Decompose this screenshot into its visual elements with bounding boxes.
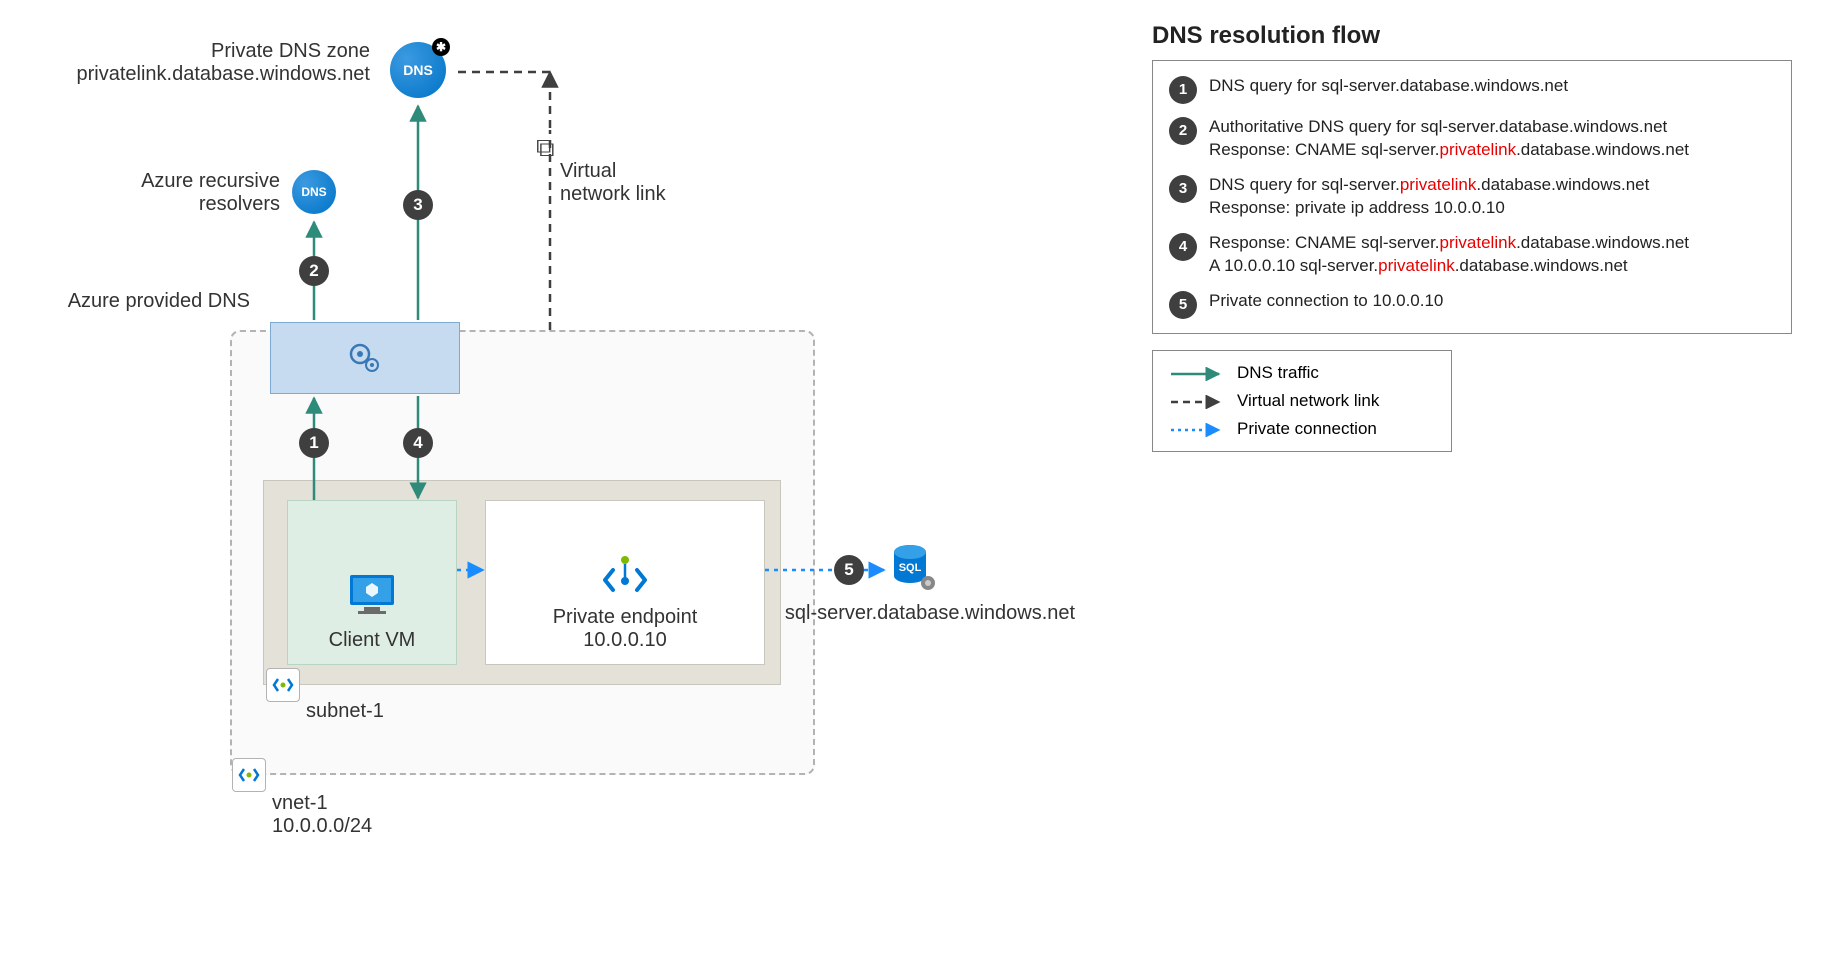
private-dns-zone-l1: Private DNS zone [211,40,370,62]
flow-item-text: Response: CNAME sql-server.privatelink.d… [1209,232,1775,278]
flow-panel: DNS resolution flow 1 DNS query for sql-s… [1152,22,1792,452]
legend-pc: Private connection [1169,419,1435,439]
flow-box: 1 DNS query for sql-server.database.windo… [1152,60,1792,334]
diagram-canvas: DNS ✱ Private DNS zone privatelink.datab… [0,0,1832,977]
svg-text:SQL: SQL [899,562,922,574]
legend-dns-label: DNS traffic [1237,363,1319,383]
recursive-resolver-icon: DNS [292,170,336,214]
recursive-label: Azure recursive resolvers [80,170,280,216]
vnet-link-label: Virtual network link [560,160,720,206]
azure-dns-box [270,322,460,394]
flow-item: 5 Private connection to 10.0.0.10 [1169,290,1775,319]
step-1: 1 [299,428,329,458]
step-3: 3 [403,190,433,220]
step-4: 4 [403,428,433,458]
flow-item-text: Private connection to 10.0.0.10 [1209,290,1775,313]
private-endpoint-ip: 10.0.0.10 [583,629,666,652]
gears-icon [345,338,385,378]
flow-item-text: Authoritative DNS query for sql-server.d… [1209,116,1775,162]
legend-vnl: Virtual network link [1169,391,1435,411]
vnet-cidr: 10.0.0.0/24 [272,815,372,837]
flow-item-number: 2 [1169,117,1197,145]
sql-server-icon: SQL [890,543,938,600]
flow-item-text: DNS query for sql-server.privatelink.dat… [1209,174,1775,220]
vm-icon [344,571,400,619]
flow-item: 4 Response: CNAME sql-server.privatelink.… [1169,232,1775,278]
flow-title: DNS resolution flow [1152,22,1792,50]
private-dns-zone-icon: DNS ✱ [390,42,446,98]
flow-item-number: 4 [1169,233,1197,261]
recursive-l2: resolvers [199,193,280,215]
flow-item-number: 3 [1169,175,1197,203]
private-dns-zone-l2: privatelink.database.windows.net [76,63,370,85]
flow-item-number: 1 [1169,76,1197,104]
flow-item: 1 DNS query for sql-server.database.windo… [1169,75,1775,104]
legend-pc-label: Private connection [1237,419,1377,439]
flow-item-text: DNS query for sql-server.database.window… [1209,75,1775,98]
step-5: 5 [834,555,864,585]
private-endpoint-label: Private endpoint [553,606,698,629]
vnet-icon [232,758,266,792]
flow-item-number: 5 [1169,291,1197,319]
flow-item: 3 DNS query for sql-server.privatelink.da… [1169,174,1775,220]
recursive-l1: Azure recursive [141,170,280,192]
azure-provided-dns-label: Azure provided DNS [20,290,250,313]
private-endpoint-box: Private endpoint 10.0.0.10 [485,500,765,665]
private-dns-zone-label: Private DNS zone privatelink.database.wi… [40,40,370,86]
link-icon: ⧉ [536,132,555,164]
legend-dns: DNS traffic [1169,363,1435,383]
private-endpoint-icon [599,554,651,598]
step-2: 2 [299,256,329,286]
legend-box: DNS traffic Virtual network link Private… [1152,350,1452,452]
flow-item: 2 Authoritative DNS query for sql-server.… [1169,116,1775,162]
client-vm-box: Client VM [287,500,457,665]
client-vm-label: Client VM [329,629,416,652]
subnet-icon [266,668,300,702]
vnet-label: vnet-1 10.0.0.0/24 [272,792,372,838]
subnet-label: subnet-1 [306,700,384,723]
sql-server-label: sql-server.database.windows.net [780,602,1080,625]
star-badge-icon: ✱ [432,38,450,56]
legend-vnl-label: Virtual network link [1237,391,1379,411]
